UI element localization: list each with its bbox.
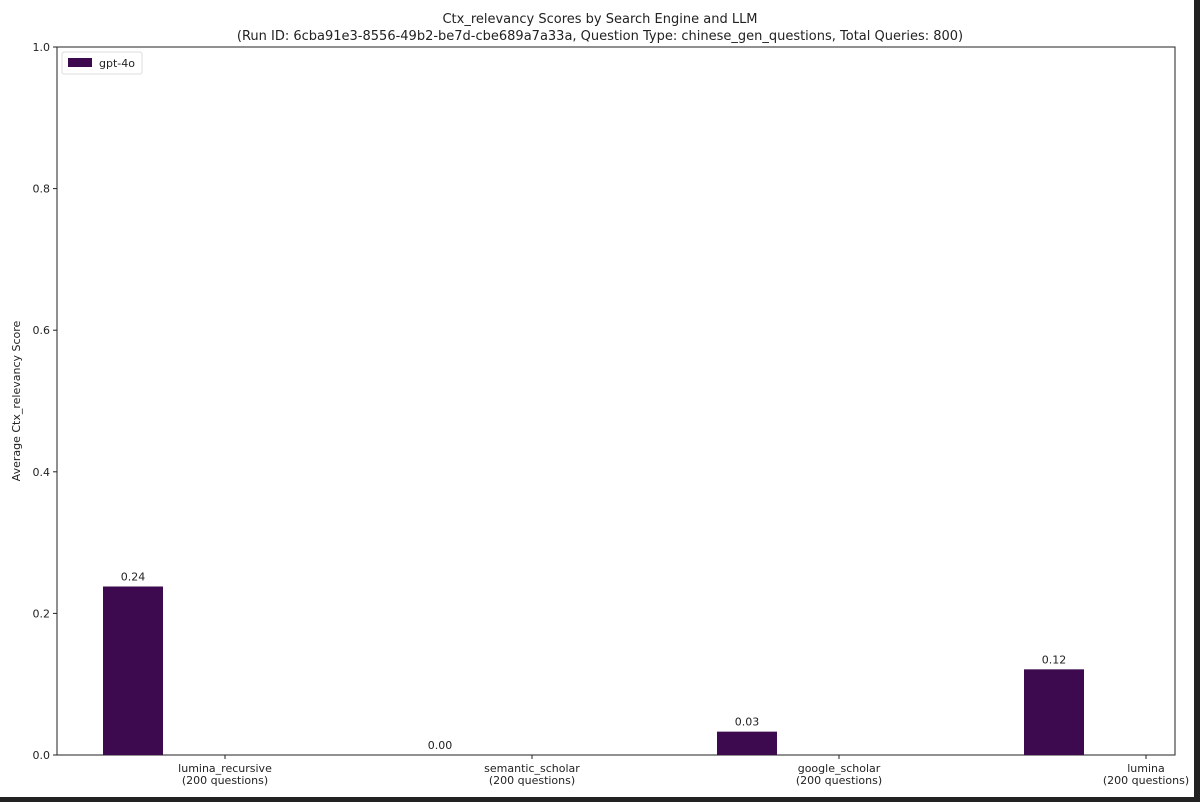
y-tick-label: 0.0 (33, 749, 51, 762)
data-label: 0.03 (735, 716, 760, 729)
bar (103, 586, 163, 755)
legend-label: gpt-4o (99, 57, 135, 70)
x-tick-label: lumina_recursive (200 questions) (178, 762, 272, 787)
data-label: 0.00 (428, 739, 453, 752)
legend-swatch (68, 58, 92, 67)
bar (717, 731, 777, 755)
x-tick-label: lumina (200 questions) (1102, 762, 1190, 787)
y-axis-label: Average Ctx_relevancy Score (10, 320, 23, 481)
chart-title: Ctx_relevancy Scores by Search Engine an… (442, 12, 757, 27)
frame-edge (1194, 0, 1200, 802)
y-tick-label: 0.6 (33, 324, 51, 337)
data-label: 0.24 (121, 570, 146, 583)
plot-area (56, 46, 1176, 756)
data-label: 0.12 (1042, 653, 1067, 666)
y-tick-label: 0.8 (33, 183, 51, 196)
x-tick-label: google_scholar (200 questions) (795, 762, 883, 787)
y-tick-label: 1.0 (33, 41, 51, 54)
y-tick-label: 0.4 (33, 466, 51, 479)
y-tick-label: 0.2 (33, 607, 51, 620)
frame-edge (0, 797, 1200, 802)
x-tick-label: semantic_scholar (200 questions) (484, 762, 580, 787)
bar (1024, 669, 1084, 755)
chart-subtitle: (Run ID: 6cba91e3-8556-49b2-be7d-cbe689a… (237, 29, 963, 44)
legend-box (61, 51, 143, 75)
